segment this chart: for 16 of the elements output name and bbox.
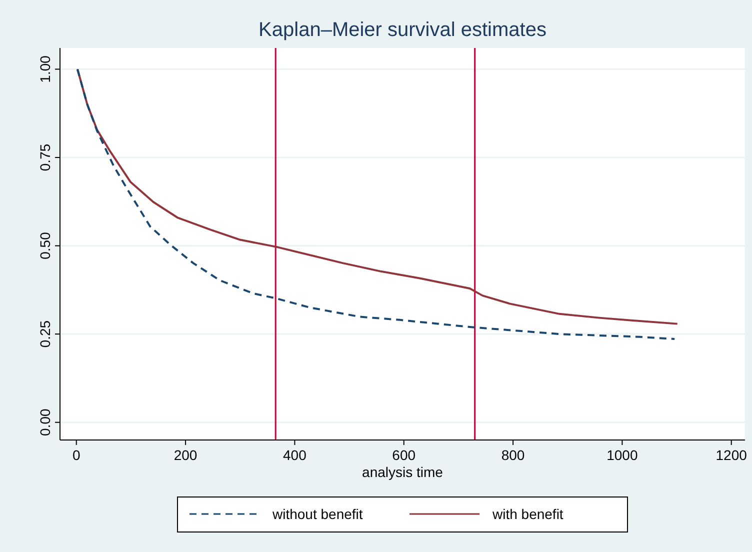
legend-label: without benefit — [272, 506, 363, 522]
y-tick-label: 1.00 — [37, 55, 53, 83]
y-tick-label: 0.25 — [37, 320, 53, 348]
y-tick-label: 0.75 — [37, 144, 53, 172]
x-tick-label: 800 — [501, 447, 525, 463]
x-tick-label: 600 — [392, 447, 416, 463]
x-tick-label: 400 — [283, 447, 307, 463]
chart-title: Kaplan–Meier survival estimates — [258, 19, 546, 41]
legend-label: with benefit — [492, 506, 564, 522]
x-axis-title: analysis time — [362, 464, 444, 480]
x-tick-label: 200 — [174, 447, 198, 463]
x-tick-label: 1200 — [716, 447, 748, 463]
x-tick-label: 0 — [72, 447, 80, 463]
y-tick-label: 0.00 — [37, 408, 53, 436]
x-tick-label: 1000 — [606, 447, 638, 463]
y-tick-label: 0.50 — [37, 232, 53, 260]
